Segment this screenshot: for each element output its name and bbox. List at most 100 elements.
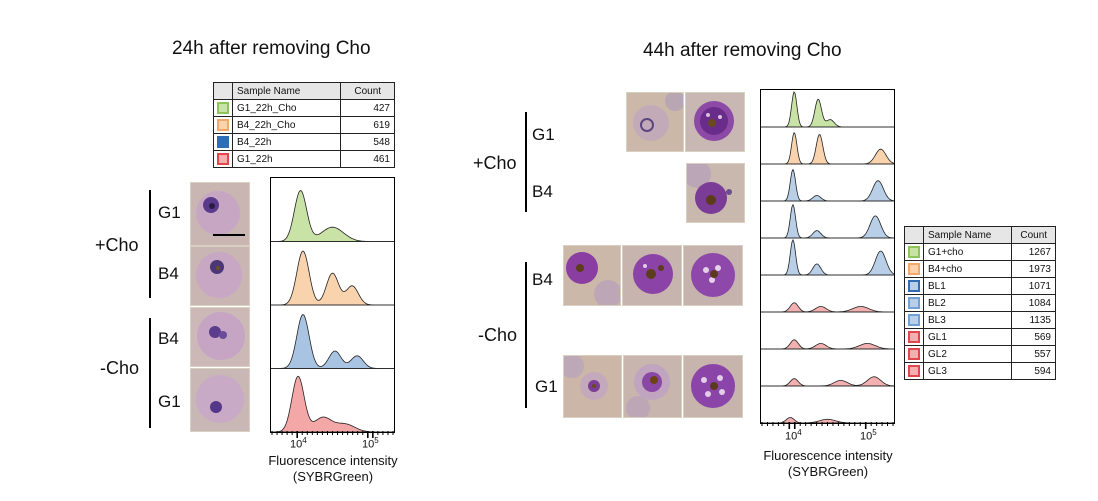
cell-micrograph-image (563, 245, 621, 306)
legend-count: 619 (340, 116, 395, 134)
histogram-curve (761, 302, 894, 313)
legend-swatch (908, 314, 920, 326)
histogram-curve (271, 375, 394, 432)
histogram-curve (761, 91, 894, 128)
cell-micrograph-image (190, 307, 250, 367)
right-legend-table: Sample Name Count G1+cho 1267 B4+cho 1973 … (904, 226, 1056, 380)
legend-swatch (908, 263, 920, 275)
legend-count: 1135 (1011, 311, 1056, 329)
left-panel-title: 24h after removing Cho (172, 38, 371, 59)
legend-row: B4_22h_Cho 619 (213, 116, 395, 134)
x-tick-label: 104 (290, 436, 307, 451)
legend-row: GL3 594 (904, 362, 1056, 380)
legend-swatch (217, 136, 229, 148)
legend-count: 557 (1011, 345, 1056, 363)
histogram-stack-44h (760, 89, 895, 424)
group-label-minus-cho: -Cho (100, 358, 140, 378)
right-panel-title: 44h after removing Cho (643, 40, 842, 61)
row-label: B4 (532, 270, 553, 289)
histogram-stack-24h (270, 177, 395, 433)
legend-row: B4+cho 1973 (904, 260, 1056, 278)
legend-swatch (217, 119, 229, 131)
cell-micrograph-image (190, 246, 250, 306)
histogram-curve (761, 376, 894, 387)
histogram-curve (761, 168, 894, 202)
group-bracket (149, 318, 151, 428)
legend-count: 569 (1011, 328, 1056, 346)
legend-row: G1+cho 1267 (904, 243, 1056, 261)
legend-header-sample: Sample Name (922, 226, 1013, 244)
histogram-curve (271, 250, 394, 306)
cell-micrograph-image (683, 245, 743, 306)
legend-row: BL2 1084 (904, 294, 1056, 312)
histogram-curve (761, 339, 894, 350)
x-tick-label: 105 (362, 436, 379, 451)
group-bracket (149, 190, 151, 298)
cell-micrograph-image (623, 355, 682, 418)
legend-count: 548 (340, 133, 395, 151)
x-axis-24h (270, 431, 395, 453)
legend-sample-name: G1_22h_Cho (231, 99, 342, 117)
legend-swatch (908, 348, 920, 360)
histogram-curve (761, 238, 894, 276)
legend-header-sample: Sample Name (231, 82, 342, 100)
cell-micrograph-image (685, 92, 745, 152)
cell-micrograph-image (190, 368, 250, 432)
histogram-curve (271, 190, 394, 242)
legend-sample-name: B4_22h_Cho (231, 116, 342, 134)
legend-row: GL1 569 (904, 328, 1056, 346)
cell-micrograph-image (563, 355, 622, 418)
legend-swatch (217, 102, 229, 114)
row-label: B4 (158, 329, 179, 348)
legend-swatch (217, 153, 229, 165)
legend-count: 594 (1011, 362, 1056, 380)
legend-count: 1267 (1011, 243, 1056, 261)
row-label: G1 (158, 203, 181, 222)
legend-row: B4_22h 548 (213, 133, 395, 151)
histogram-curve (271, 314, 394, 369)
legend-swatch (908, 331, 920, 343)
cell-micrograph-image (626, 92, 684, 152)
legend-row: GL2 557 (904, 345, 1056, 363)
legend-header-count: Count (1011, 226, 1056, 244)
legend-sample-name: BL2 (922, 294, 1013, 312)
group-label-plus-cho: +Cho (95, 235, 139, 255)
cell-micrograph-image (190, 182, 250, 246)
histogram-curve (761, 417, 894, 423)
x-axis-label: Fluorescence intensity (SYBRGreen) (763, 448, 893, 479)
cell-micrograph-image (686, 163, 745, 223)
x-axis-label: Fluorescence intensity (SYBRGreen) (268, 453, 398, 484)
left-legend-table: Sample Name Count G1_22h_Cho 427 B4_22h_… (213, 82, 395, 168)
legend-sample-name: BL3 (922, 311, 1013, 329)
legend-header-count: Count (340, 82, 395, 100)
legend-swatch (908, 246, 920, 258)
legend-sample-name: GL1 (922, 328, 1013, 346)
x-axis-44h (760, 422, 895, 432)
legend-row: G1_22h_Cho 427 (213, 99, 395, 117)
legend-swatch (908, 297, 920, 309)
group-label-plus-cho: +Cho (473, 153, 517, 173)
group-label-minus-cho: -Cho (478, 325, 518, 345)
row-label: G1 (158, 392, 181, 411)
legend-sample-name: BL1 (922, 277, 1013, 295)
legend-row: BL1 1071 (904, 277, 1056, 295)
legend-row: BL3 1135 (904, 311, 1056, 329)
x-tick-label: 104 (785, 428, 802, 443)
row-label: B4 (158, 264, 179, 283)
legend-swatch (908, 280, 920, 292)
legend-sample-name: GL2 (922, 345, 1013, 363)
legend-count: 1071 (1011, 277, 1056, 295)
legend-sample-name: B4+cho (922, 260, 1013, 278)
histogram-curve (761, 131, 894, 165)
legend-count: 1084 (1011, 294, 1056, 312)
legend-row: G1_22h 461 (213, 150, 395, 168)
legend-sample-name: G1_22h (231, 150, 342, 168)
legend-sample-name: G1+cho (922, 243, 1013, 261)
legend-count: 1973 (1011, 260, 1056, 278)
row-label: G1 (532, 125, 555, 144)
legend-count: 427 (340, 99, 395, 117)
x-tick-label: 105 (860, 428, 877, 443)
row-label: G1 (535, 377, 558, 396)
cell-micrograph-image (683, 355, 743, 418)
row-label: B4 (532, 182, 553, 201)
